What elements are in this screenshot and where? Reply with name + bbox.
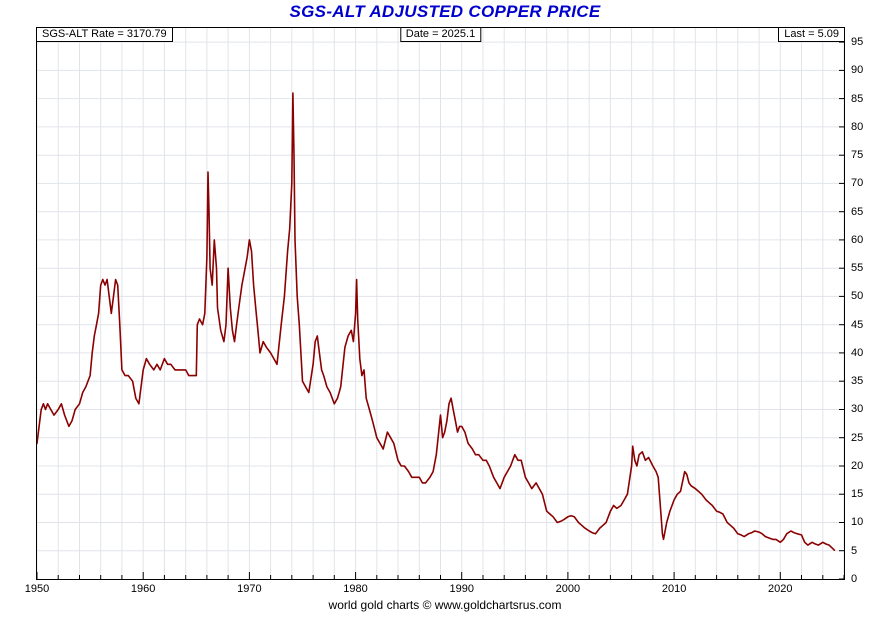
x-tick-label: 1980 — [343, 583, 368, 595]
y-tick-label: 10 — [851, 516, 864, 529]
x-tick-label: 2020 — [768, 583, 793, 595]
y-tick-label: 90 — [851, 64, 864, 77]
date-readout: Date = 2025.1 — [399, 27, 482, 42]
y-tick-label: 15 — [851, 488, 864, 501]
x-tick-label: 1970 — [237, 583, 262, 595]
y-tick-label: 40 — [851, 346, 864, 359]
x-tick-label: 1990 — [449, 583, 474, 595]
price-line-plot — [37, 28, 844, 579]
source-credit: world gold charts © www.goldchartsrus.co… — [328, 598, 562, 612]
y-tick-label: 5 — [851, 544, 858, 557]
x-tick-label: 1960 — [130, 583, 156, 595]
y-tick-label: 50 — [851, 290, 864, 303]
last-readout: Last = 5.09 — [778, 27, 845, 42]
y-tick-label: 95 — [851, 36, 864, 49]
y-tick-label: 30 — [851, 403, 864, 416]
y-tick-label: 0 — [851, 573, 858, 585]
y-tick-label: 35 — [851, 375, 864, 388]
y-tick-label: 45 — [851, 318, 864, 331]
chart-frame: SGS-ALT Rate = 3170.79 Date = 2025.1 Las… — [36, 27, 845, 580]
y-tick-label: 70 — [851, 177, 864, 190]
rate-readout: SGS-ALT Rate = 3170.79 — [36, 27, 173, 42]
y-tick-label: 85 — [851, 92, 864, 105]
y-tick-label: 55 — [851, 262, 864, 275]
y-tick-label: 75 — [851, 149, 864, 162]
x-tick-label: 2010 — [661, 583, 687, 595]
y-tick-label: 80 — [851, 120, 864, 133]
y-tick-label: 20 — [851, 459, 864, 472]
x-tick-label: 1950 — [24, 583, 50, 595]
y-tick-label: 25 — [851, 431, 864, 444]
x-axis-labels: 1950 1960 1970 1980 1990 2000 2010 2020 — [0, 583, 890, 599]
y-tick-label: 60 — [851, 233, 864, 246]
y-axis-labels: 0 5 10 15 20 25 30 35 40 45 50 55 60 65 70 75 80 85 90 95 — [851, 0, 889, 625]
y-tick-label: 65 — [851, 205, 864, 218]
chart-title: SGS-ALT ADJUSTED COPPER PRICE — [289, 2, 601, 21]
x-tick-label: 2000 — [555, 583, 581, 595]
